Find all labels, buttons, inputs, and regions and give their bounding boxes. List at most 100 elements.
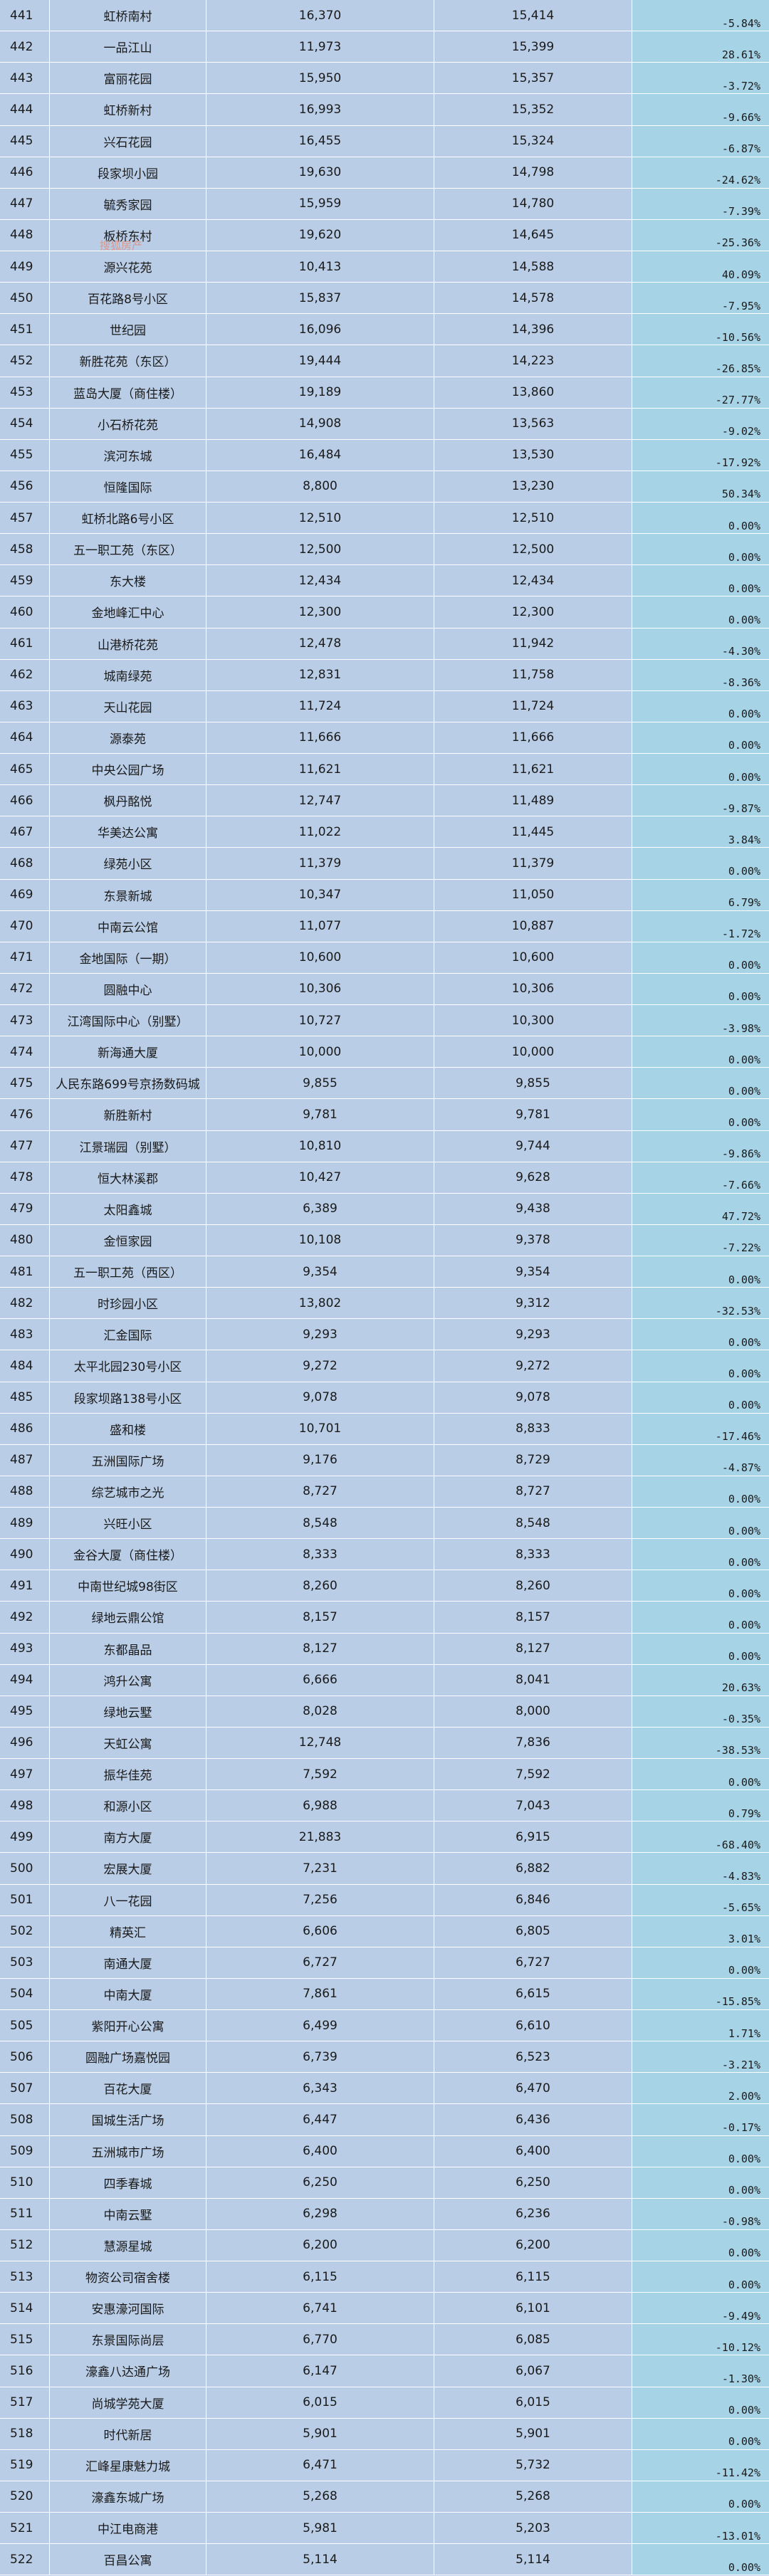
previous-price-cell: 6,988 <box>206 1790 434 1821</box>
previous-price-cell: 16,484 <box>206 439 434 470</box>
current-price-cell: 15,352 <box>434 94 632 125</box>
rank-cell: 499 <box>0 1821 50 1853</box>
rank-cell: 441 <box>0 0 50 31</box>
community-name-cell: 新胜花苑（东区） <box>50 345 206 377</box>
rank-cell: 498 <box>0 1790 50 1821</box>
rank-cell: 511 <box>0 2198 50 2229</box>
community-name-cell: 中南云墅 <box>50 2198 206 2229</box>
rank-cell: 513 <box>0 2261 50 2293</box>
community-name-cell: 五洲城市广场 <box>50 2135 206 2167</box>
current-price-cell: 8,729 <box>434 1444 632 1476</box>
table-row: 478 恒大林溪郡 10,427 9,628 -7.66% <box>0 1162 769 1194</box>
rank-cell: 493 <box>0 1633 50 1664</box>
previous-price-cell: 9,855 <box>206 1068 434 1099</box>
community-name-cell: 绿地云鼎公馆 <box>50 1602 206 1633</box>
current-price-cell: 10,000 <box>434 1036 632 1068</box>
rank-cell: 448 <box>0 219 50 251</box>
community-name-cell: 圆融中心 <box>50 973 206 1004</box>
rank-cell: 450 <box>0 283 50 314</box>
rank-cell: 455 <box>0 439 50 470</box>
rank-cell: 454 <box>0 408 50 439</box>
community-name-cell: 富丽花园 <box>50 63 206 94</box>
rank-cell: 468 <box>0 848 50 879</box>
change-percent-cell: -38.53% <box>632 1727 769 1758</box>
rank-cell: 485 <box>0 1382 50 1413</box>
community-name-cell: 东都晶品 <box>50 1633 206 1664</box>
change-percent-cell: 0.00% <box>632 722 769 753</box>
previous-price-cell: 8,548 <box>206 1508 434 1539</box>
current-price-cell: 6,915 <box>434 1821 632 1853</box>
community-name-cell: 四季春城 <box>50 2167 206 2198</box>
table-row: 504 中南大厦 7,861 6,615 -15.85% <box>0 1978 769 2010</box>
previous-price-cell: 6,400 <box>206 2135 434 2167</box>
rank-cell: 479 <box>0 1193 50 1224</box>
change-percent-cell: 0.00% <box>632 1350 769 1382</box>
community-name-cell: 虹桥北路6号小区 <box>50 503 206 534</box>
current-price-cell: 8,548 <box>434 1508 632 1539</box>
community-name-cell: 恒隆国际 <box>50 470 206 502</box>
rank-cell: 453 <box>0 377 50 408</box>
current-price-cell: 10,887 <box>434 910 632 942</box>
change-percent-cell: -0.35% <box>632 1696 769 1727</box>
community-name-cell: 蓝岛大厦（商住楼） <box>50 377 206 408</box>
change-percent-cell: -25.36% <box>632 219 769 251</box>
community-name-cell: 濠鑫东城广场 <box>50 2481 206 2512</box>
community-name-cell: 盛和楼 <box>50 1413 206 1444</box>
previous-price-cell: 10,727 <box>206 1005 434 1036</box>
table-row: 510 四季春城 6,250 6,250 0.00% <box>0 2167 769 2199</box>
rank-cell: 483 <box>0 1319 50 1350</box>
change-percent-cell: 0.00% <box>632 2481 769 2512</box>
table-row: 522 百昌公寓 5,114 5,114 0.00% <box>0 2544 769 2576</box>
change-percent-cell: -7.39% <box>632 188 769 219</box>
current-price-cell: 14,588 <box>434 251 632 283</box>
table-row: 465 中央公园广场 11,621 11,621 0.00% <box>0 754 769 786</box>
current-price-cell: 6,436 <box>434 2104 632 2135</box>
rank-cell: 505 <box>0 2010 50 2041</box>
current-price-cell: 6,250 <box>434 2167 632 2198</box>
community-name-cell: 精英汇 <box>50 1915 206 1947</box>
current-price-cell: 8,260 <box>434 1570 632 1602</box>
rank-cell: 520 <box>0 2481 50 2512</box>
previous-price-cell: 10,306 <box>206 973 434 1004</box>
rank-cell: 452 <box>0 345 50 377</box>
current-price-cell: 9,781 <box>434 1099 632 1130</box>
previous-price-cell: 12,748 <box>206 1727 434 1758</box>
community-name-cell: 滨河东城 <box>50 439 206 470</box>
rank-cell: 467 <box>0 816 50 848</box>
table-row: 515 东景国际尚层 6,770 6,085 -10.12% <box>0 2324 769 2356</box>
current-price-cell: 7,592 <box>434 1759 632 1790</box>
community-name-cell: 恒大林溪郡 <box>50 1162 206 1193</box>
rank-cell: 489 <box>0 1508 50 1539</box>
change-percent-cell: 0.00% <box>632 1382 769 1413</box>
current-price-cell: 9,744 <box>434 1130 632 1162</box>
current-price-cell: 7,836 <box>434 1727 632 1758</box>
community-name-cell: 五一职工苑（西区） <box>50 1256 206 1288</box>
table-row: 464 源泰苑 11,666 11,666 0.00% <box>0 722 769 754</box>
rank-cell: 444 <box>0 94 50 125</box>
community-name-cell: 天虹公寓 <box>50 1727 206 1758</box>
change-percent-cell: -4.83% <box>632 1853 769 1884</box>
rank-cell: 464 <box>0 722 50 753</box>
community-name-cell: 新胜新村 <box>50 1099 206 1130</box>
community-name-cell: 天山花园 <box>50 690 206 722</box>
current-price-cell: 5,901 <box>434 2418 632 2449</box>
change-percent-cell: 47.72% <box>632 1193 769 1224</box>
previous-price-cell: 16,370 <box>206 0 434 31</box>
previous-price-cell: 6,770 <box>206 2324 434 2355</box>
table-row: 516 濠鑫八达通广场 6,147 6,067 -1.30% <box>0 2355 769 2387</box>
current-price-cell: 14,798 <box>434 157 632 188</box>
rank-cell: 446 <box>0 157 50 188</box>
current-price-cell: 5,203 <box>434 2513 632 2544</box>
previous-price-cell: 10,413 <box>206 251 434 283</box>
table-row: 481 五一职工苑（西区） 9,354 9,354 0.00% <box>0 1256 769 1288</box>
current-price-cell: 6,067 <box>434 2355 632 2387</box>
rank-cell: 518 <box>0 2418 50 2449</box>
previous-price-cell: 16,096 <box>206 314 434 345</box>
current-price-cell: 11,724 <box>434 690 632 722</box>
change-percent-cell: 0.00% <box>632 2261 769 2293</box>
table-row: 491 中南世纪城98街区 8,260 8,260 0.00% <box>0 1570 769 1602</box>
community-name-cell: 尚城学苑大厦 <box>50 2387 206 2418</box>
change-percent-cell: 0.00% <box>632 1570 769 1602</box>
previous-price-cell: 12,478 <box>206 628 434 659</box>
current-price-cell: 7,043 <box>434 1790 632 1821</box>
